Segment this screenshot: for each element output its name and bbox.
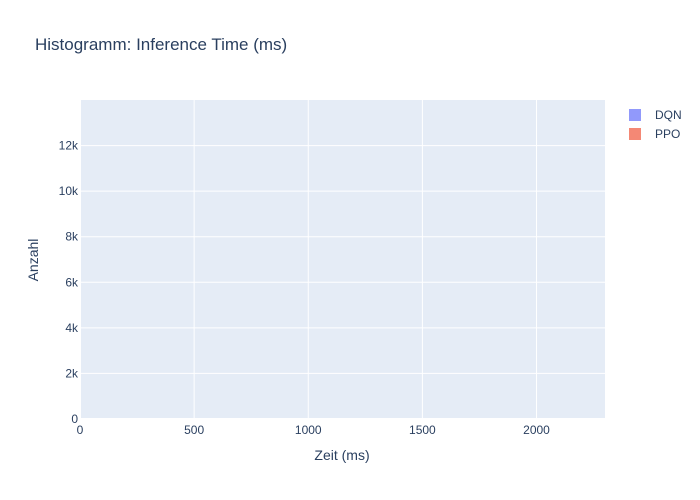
- plot-area: [80, 100, 605, 419]
- y-tick-label: 0: [71, 412, 78, 426]
- y-tick-label: 8k: [65, 230, 79, 244]
- y-tick-label: 12k: [59, 139, 79, 153]
- legend-swatch[interactable]: [629, 128, 641, 140]
- legend-label[interactable]: PPO: [655, 127, 680, 141]
- x-tick-label: 1000: [295, 423, 322, 437]
- x-tick-label: 2000: [523, 423, 550, 437]
- y-tick-label: 4k: [65, 321, 79, 335]
- y-tick-label: 6k: [65, 275, 79, 289]
- legend-label[interactable]: DQN: [655, 108, 682, 122]
- chart-title: Histogramm: Inference Time (ms): [35, 35, 287, 54]
- legend: DQN PPO: [629, 108, 682, 141]
- x-tick-label: 500: [184, 423, 204, 437]
- y-axis-title: Anzahl: [25, 239, 41, 282]
- y-tick-label: 10k: [59, 184, 79, 198]
- x-tick-label: 1500: [409, 423, 436, 437]
- x-axis-title: Zeit (ms): [314, 447, 369, 463]
- y-tick-label: 2k: [65, 366, 79, 380]
- legend-swatch[interactable]: [629, 109, 641, 121]
- x-tick-label: 0: [77, 423, 84, 437]
